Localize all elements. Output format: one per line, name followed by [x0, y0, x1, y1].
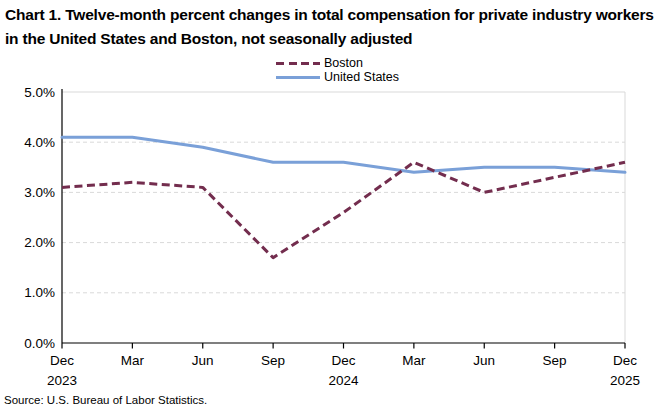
x-year-label: 2023 [47, 373, 77, 388]
y-tick-label: 2.0% [24, 235, 55, 250]
x-year-label: 2025 [610, 373, 640, 388]
line-chart: 0.0% 1.0% 2.0% 3.0% 4.0% 5.0% Dec Mar Jun Sep Dec M… [0, 0, 668, 413]
series-line-boston [62, 162, 625, 257]
y-tick-label: 1.0% [24, 285, 55, 300]
y-tick-label: 0.0% [24, 336, 55, 351]
x-tick-label: Sep [543, 353, 567, 368]
x-tick-label: Dec [331, 353, 355, 368]
x-tick-label: Dec [50, 353, 74, 368]
y-tick-label: 5.0% [24, 85, 55, 100]
x-tick-label: Sep [261, 353, 285, 368]
x-tick-label: Mar [121, 353, 145, 368]
y-tick-label: 3.0% [24, 185, 55, 200]
x-tick-label: Dec [613, 353, 637, 368]
y-tick-label: 4.0% [24, 135, 55, 150]
source-note: Source: U.S. Bureau of Labor Statistics. [4, 394, 207, 406]
x-tick-label: Jun [192, 353, 214, 368]
x-year-label: 2024 [328, 373, 359, 388]
chart-figure: Chart 1. Twelve-month percent changes in… [0, 0, 668, 413]
x-tick-label: Mar [402, 353, 426, 368]
x-tick-label: Jun [473, 353, 495, 368]
